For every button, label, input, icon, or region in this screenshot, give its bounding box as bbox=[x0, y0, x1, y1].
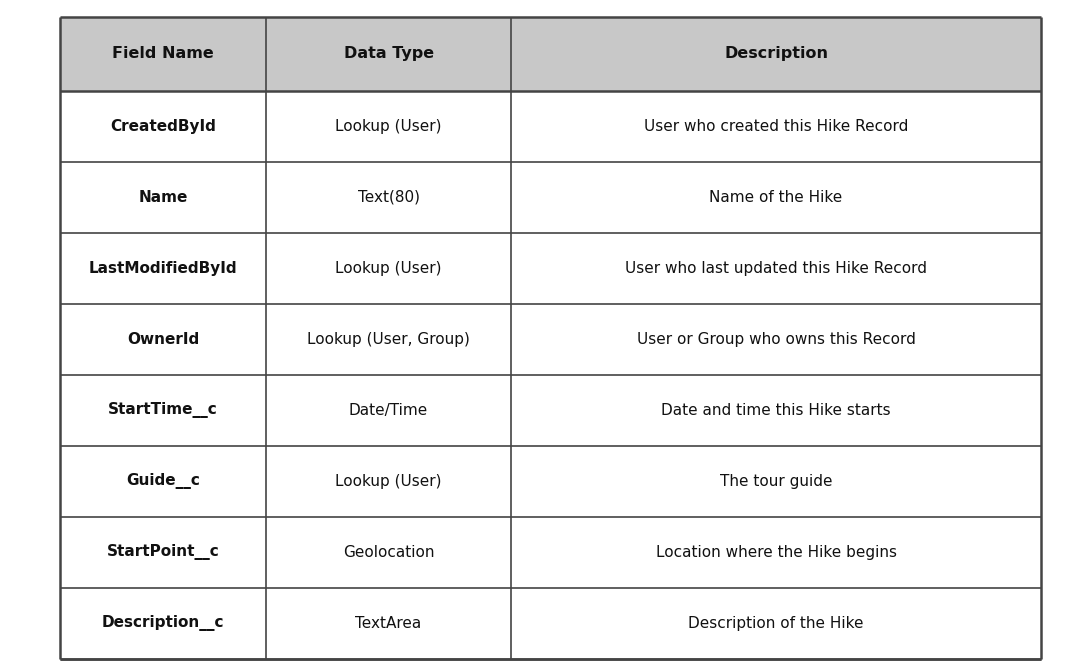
Text: Date/Time: Date/Time bbox=[349, 403, 428, 418]
Text: Field Name: Field Name bbox=[112, 46, 214, 61]
Text: Lookup (User): Lookup (User) bbox=[336, 474, 441, 489]
Bar bbox=[60, 162, 1041, 233]
Text: Lookup (User): Lookup (User) bbox=[336, 118, 441, 134]
Text: Description__c: Description__c bbox=[101, 615, 225, 632]
Text: CreatedById: CreatedById bbox=[110, 118, 216, 134]
Bar bbox=[60, 446, 1041, 517]
Text: StartTime__c: StartTime__c bbox=[108, 402, 218, 418]
Bar bbox=[60, 517, 1041, 588]
Text: User who created this Hike Record: User who created this Hike Record bbox=[644, 118, 908, 134]
Text: Location where the Hike begins: Location where the Hike begins bbox=[655, 545, 897, 560]
Text: Description of the Hike: Description of the Hike bbox=[688, 616, 864, 631]
Text: Geolocation: Geolocation bbox=[343, 545, 434, 560]
Text: Description: Description bbox=[724, 46, 828, 61]
Text: TextArea: TextArea bbox=[355, 616, 422, 631]
Text: Data Type: Data Type bbox=[343, 46, 434, 61]
Bar bbox=[60, 304, 1041, 375]
Text: The tour guide: The tour guide bbox=[719, 474, 833, 489]
Text: Lookup (User): Lookup (User) bbox=[336, 261, 441, 276]
Text: User or Group who owns this Record: User or Group who owns this Record bbox=[637, 332, 916, 347]
Bar bbox=[60, 588, 1041, 659]
Text: Lookup (User, Group): Lookup (User, Group) bbox=[307, 332, 470, 347]
Text: User who last updated this Hike Record: User who last updated this Hike Record bbox=[625, 261, 928, 276]
Text: LastModifiedById: LastModifiedById bbox=[88, 261, 238, 276]
Bar bbox=[60, 375, 1041, 446]
Text: StartPoint__c: StartPoint__c bbox=[107, 545, 219, 561]
Text: OwnerId: OwnerId bbox=[126, 332, 199, 347]
Bar bbox=[60, 90, 1041, 162]
Text: Date and time this Hike starts: Date and time this Hike starts bbox=[662, 403, 891, 418]
Bar bbox=[60, 233, 1041, 304]
Text: Guide__c: Guide__c bbox=[126, 474, 199, 489]
Text: Name of the Hike: Name of the Hike bbox=[710, 189, 843, 205]
Text: Text(80): Text(80) bbox=[358, 189, 420, 205]
Text: Name: Name bbox=[138, 189, 187, 205]
Bar bbox=[60, 17, 1041, 90]
